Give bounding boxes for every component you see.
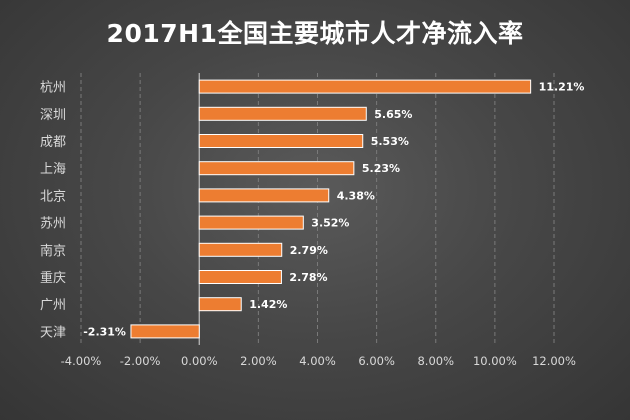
data-label: 4.38% bbox=[337, 189, 375, 202]
data-label: 2.78% bbox=[289, 271, 327, 284]
bar bbox=[130, 324, 200, 339]
data-label: 5.65% bbox=[374, 108, 412, 121]
data-label: 1.42% bbox=[249, 298, 287, 311]
bar bbox=[198, 215, 304, 230]
bar bbox=[198, 297, 242, 312]
data-label: -2.31% bbox=[83, 325, 126, 338]
category-label: 成都 bbox=[40, 135, 66, 150]
category-label: 北京 bbox=[40, 189, 66, 204]
data-label: 5.23% bbox=[362, 162, 400, 175]
chart-title: 2017H1全国主要城市人才净流入率 bbox=[106, 19, 524, 48]
data-label: 5.53% bbox=[371, 135, 409, 148]
x-tick-label: 2.00% bbox=[240, 354, 277, 368]
x-tick-label: -2.00% bbox=[120, 354, 161, 368]
x-tick-label: 4.00% bbox=[299, 354, 336, 368]
category-label: 上海 bbox=[40, 162, 66, 177]
x-tick-label: 12.00% bbox=[532, 354, 576, 368]
category-label: 苏州 bbox=[40, 216, 66, 232]
bar bbox=[198, 134, 364, 148]
category-label: 重庆 bbox=[40, 270, 66, 286]
x-tick-label: 10.00% bbox=[473, 354, 517, 368]
category-label: 杭州 bbox=[40, 81, 66, 96]
bar bbox=[198, 242, 283, 257]
bar bbox=[198, 270, 282, 284]
bar bbox=[198, 79, 532, 94]
data-label: 3.52% bbox=[311, 217, 349, 230]
x-tick-label: 0.00% bbox=[181, 354, 218, 368]
data-label: 11.21% bbox=[539, 81, 585, 94]
x-tick-label: 6.00% bbox=[358, 354, 395, 368]
bar bbox=[198, 188, 330, 203]
x-tick-label: -4.00% bbox=[61, 354, 102, 368]
category-label: 广州 bbox=[40, 298, 66, 313]
bar bbox=[198, 161, 355, 176]
data-label: 2.79% bbox=[290, 244, 328, 257]
category-label: 深圳 bbox=[40, 108, 66, 123]
category-label: 天津 bbox=[40, 325, 66, 340]
category-label: 南京 bbox=[40, 243, 66, 259]
bar bbox=[198, 106, 367, 121]
x-tick-label: 8.00% bbox=[417, 354, 454, 368]
